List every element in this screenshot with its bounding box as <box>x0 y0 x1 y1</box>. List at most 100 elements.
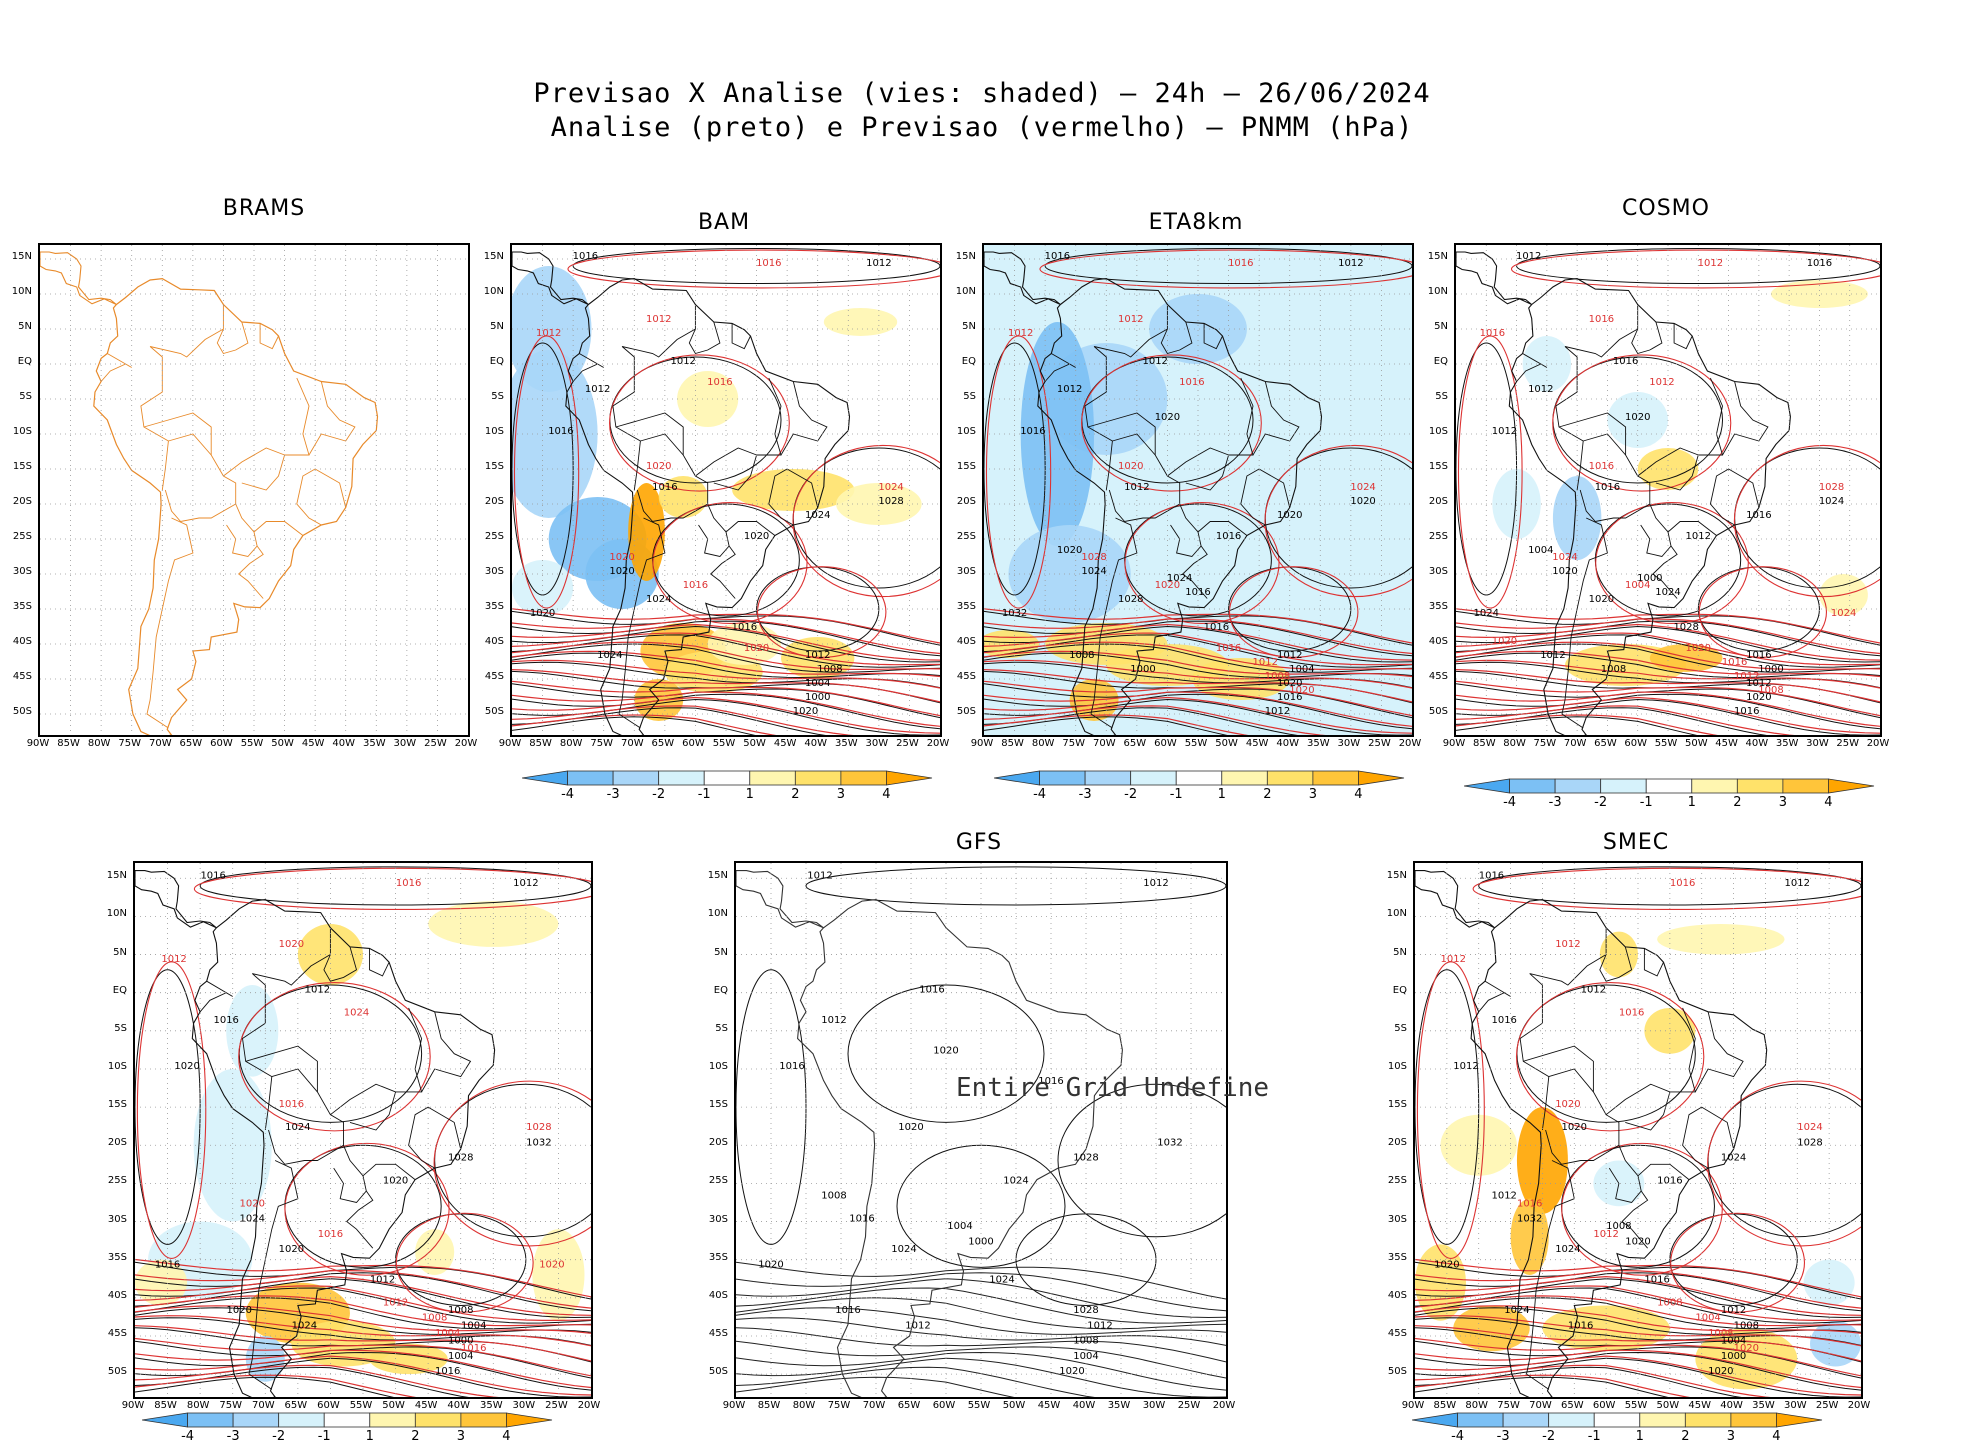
map-panel-brams <box>38 243 470 737</box>
lat-tick-label: 5N <box>113 946 127 958</box>
isobar-label-analysis: 1004 <box>448 1351 473 1362</box>
colorbar-swatch <box>506 1412 553 1428</box>
colorbar-label: -3 <box>1078 787 1092 802</box>
isobar-forecast <box>1456 641 1880 670</box>
isobar-label-analysis: 1028 <box>1073 1153 1098 1164</box>
lon-tick-label: 60W <box>1592 1400 1616 1411</box>
isobar-forecast <box>1415 1364 1771 1397</box>
isobar-label-forecast: 1016 <box>756 258 781 269</box>
colorbar-swatch <box>1639 1412 1686 1428</box>
isobar-analysis <box>135 1351 591 1391</box>
colorbar-eta8km <box>994 770 1405 786</box>
isobar-forecast <box>1510 249 1880 289</box>
isobar-label-forecast: 1020 <box>1118 461 1143 472</box>
lon-tick-label: 35W <box>1306 738 1330 749</box>
isobar-label-forecast: 1016 <box>1228 258 1253 269</box>
lat-tick-label: 25S <box>1428 531 1448 542</box>
bias-shade-region <box>823 308 898 336</box>
map-svg-gfs: 1012 1012 1016 1012 1016 1020 1024 1028 1032 1016… <box>736 863 1226 1397</box>
isobar-label-forecast: 1016 <box>279 1099 304 1110</box>
isobar-label-forecast: 1020 <box>646 461 671 472</box>
isobar-label-analysis: 1004 <box>1289 664 1314 675</box>
panel-title-gfs: GFS <box>955 830 1003 855</box>
central-america-coastline <box>1415 870 1495 929</box>
isobar-label-analysis: 1012 <box>1491 1191 1516 1202</box>
isobar-label-analysis: 1020 <box>1059 1366 1084 1377</box>
lat-tick-label: 45S <box>107 1327 127 1339</box>
isobar-analysis <box>1415 969 1480 1245</box>
isobar-analysis <box>199 866 591 906</box>
isobar-label-analysis: 1020 <box>1434 1259 1459 1270</box>
isobar-analysis <box>736 1272 1226 1312</box>
country-border <box>164 433 237 522</box>
isobar-label-analysis: 1020 <box>933 1046 958 1057</box>
lon-tick-label: 60W <box>682 738 705 749</box>
lon-tick-label: 35W <box>1752 1400 1775 1411</box>
lon-tick-label: 75W <box>1062 738 1086 749</box>
colorbar-swatch <box>1548 1412 1595 1428</box>
map-panel-smec: 1012 1016 1012 1016 1012 1020 1016 1024 1028 1032… <box>1413 861 1863 1399</box>
colorbar-bam <box>522 770 933 786</box>
isobar-label-analysis: 1008 <box>817 664 842 675</box>
country-border <box>713 377 782 491</box>
isobar-label-forecast: 1016 <box>1216 643 1241 654</box>
isobar-forecast <box>512 650 940 678</box>
lon-tick-label: 40W <box>332 738 356 749</box>
isobar-label-forecast: 1012 <box>383 1297 408 1308</box>
lat-tick-label: 5S <box>963 391 976 402</box>
isobar-forecast <box>1457 335 1523 609</box>
lat-tick-label: 10N <box>106 908 127 920</box>
isobar-forecast <box>513 335 580 609</box>
country-border <box>731 323 751 350</box>
lat-tick-label: 20S <box>956 496 976 507</box>
bias-shade-region <box>1516 1107 1568 1214</box>
isobar-forecast <box>1124 501 1280 625</box>
isobar-label-analysis: 1020 <box>1562 1122 1587 1133</box>
isobar-label-analysis: 1016 <box>732 622 757 633</box>
isobar-forecast <box>135 1285 591 1321</box>
country-border <box>238 545 264 599</box>
lon-tick-label: 25W <box>1177 1400 1201 1411</box>
lon-tick-label: 80W <box>1465 1400 1489 1411</box>
lon-tick-label: 55W <box>1624 1400 1648 1411</box>
isobar-label-analysis: 1000 <box>1758 664 1783 675</box>
lon-tick-label: 65W <box>897 1400 921 1411</box>
colorbar-label: 3 <box>1308 787 1318 802</box>
lon-tick-label: 70W <box>1092 738 1116 749</box>
colorbar-swatch <box>1828 778 1875 794</box>
lat-tick-label: 40S <box>484 636 504 647</box>
isobar-label-analysis: 1012 <box>1492 426 1517 437</box>
isobar-label-forecast: 1008 <box>1265 671 1290 682</box>
lon-tick-label: 40W <box>1720 1400 1743 1411</box>
lon-tick-label: 55W <box>1654 738 1678 749</box>
lon-tick-label: 90W <box>498 738 522 749</box>
isobar-label-forecast: 1012 <box>1698 258 1723 269</box>
colorbar-swatch <box>1084 770 1132 786</box>
colorbar-swatch <box>1266 770 1314 786</box>
isobar-label-analysis: 1012 <box>1540 650 1565 661</box>
isobar-forecast <box>984 669 1412 703</box>
lon-tick-label: 55W <box>240 738 264 749</box>
lon-tick-label: 70W <box>1529 1400 1552 1411</box>
lon-tick-label: 45W <box>1037 1400 1061 1411</box>
figure-title-line1: Previsao X Analise (vies: shaded) — 24h … <box>533 78 1431 109</box>
isobar-label-analysis: 1012 <box>1453 1061 1478 1072</box>
colorbar-swatch <box>994 770 1040 786</box>
lon-tick-label: 25W <box>1368 738 1391 749</box>
isobar-label-analysis: 1016 <box>1734 706 1759 717</box>
isobar-label-analysis: 1016 <box>1045 251 1070 262</box>
isobar-label-analysis: 1012 <box>1142 356 1167 367</box>
isobar-label-forecast: 1020 <box>1555 1099 1580 1110</box>
lon-tick-label: 80W <box>792 1400 816 1411</box>
isobar-analysis <box>1057 1083 1226 1238</box>
colorbar-label: -2 <box>1542 1429 1556 1444</box>
isobar-label-analysis: 1012 <box>370 1275 395 1286</box>
isobar-label-analysis: 1012 <box>807 870 832 881</box>
isobar-analysis <box>1456 652 1880 679</box>
isobar-forecast <box>1456 669 1880 703</box>
country-border <box>1709 468 1760 526</box>
isobar-forecast <box>1456 659 1880 689</box>
lon-tick-label: 90W <box>121 1400 145 1411</box>
country-border <box>1561 517 1608 729</box>
isobar-label-analysis: 1024 <box>1504 1305 1529 1316</box>
